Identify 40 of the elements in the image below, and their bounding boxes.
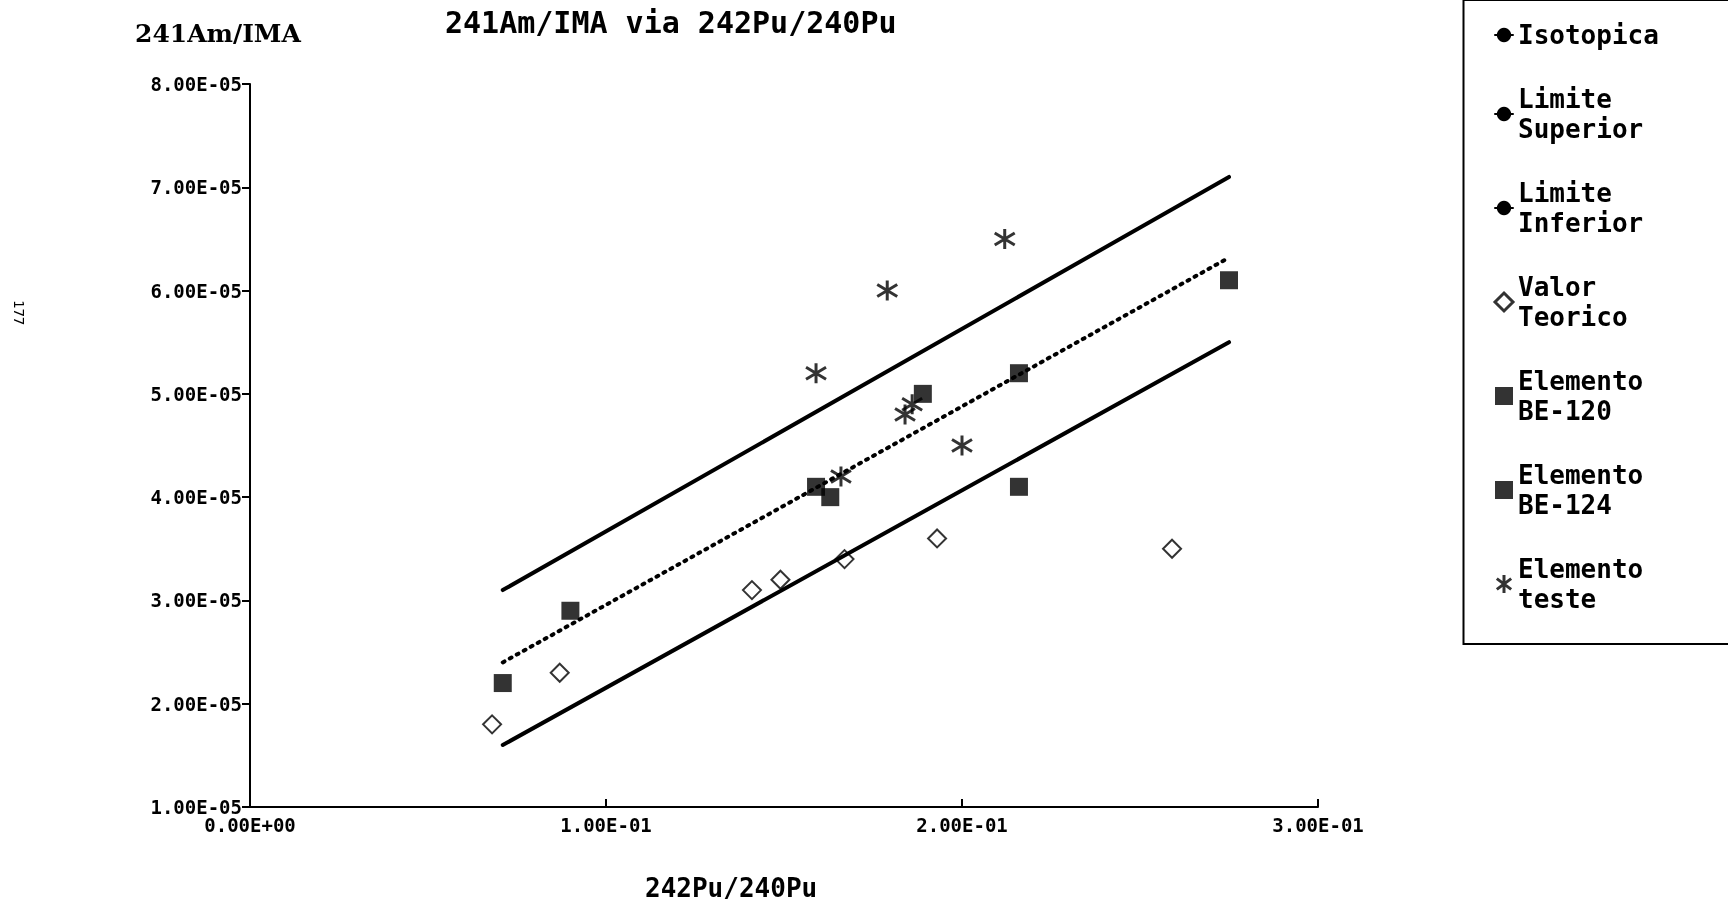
legend-label: Limite Inferior bbox=[1518, 178, 1644, 238]
point bbox=[927, 528, 948, 549]
point bbox=[1009, 477, 1028, 496]
y-tick-label: 2.00E-05 bbox=[150, 692, 242, 715]
point bbox=[549, 662, 570, 683]
y-tick-label: 4.00E-05 bbox=[150, 486, 242, 509]
point bbox=[741, 580, 762, 601]
chart-title: 241Am/IMA via 242Pu/240Pu bbox=[445, 4, 897, 40]
point bbox=[493, 674, 512, 693]
x-tick-label: 2.00E-01 bbox=[916, 813, 1008, 836]
point bbox=[950, 434, 974, 457]
point bbox=[993, 227, 1017, 251]
y-tick-label: 6.00E-05 bbox=[150, 279, 242, 302]
point bbox=[913, 384, 932, 403]
point bbox=[1220, 271, 1238, 290]
point bbox=[804, 361, 828, 385]
legend-label: Isotopica bbox=[1518, 20, 1659, 50]
y-axis-title: 241Am/IMA bbox=[135, 19, 302, 48]
legend-label: Valor Teorico bbox=[1518, 272, 1628, 332]
text: 177 bbox=[11, 300, 27, 326]
x-tick-label: 1.00E-01 bbox=[560, 813, 652, 836]
point bbox=[561, 601, 580, 620]
y-tick-label: 8.00E-05 bbox=[150, 73, 242, 95]
point bbox=[482, 714, 503, 735]
x-tick-label: 3.00E-01 bbox=[1272, 813, 1364, 836]
point bbox=[821, 488, 840, 507]
y-tick-label: 3.00E-05 bbox=[150, 589, 242, 612]
point bbox=[900, 392, 924, 416]
y-tick-label: 5.00E-05 bbox=[150, 382, 242, 405]
point bbox=[875, 279, 899, 303]
point bbox=[1162, 538, 1183, 559]
legend-label: Elemento BE-124 bbox=[1518, 460, 1659, 520]
point bbox=[770, 569, 791, 590]
y-tick-label: 7.00E-05 bbox=[150, 176, 242, 199]
legend-label: Limite Superior bbox=[1518, 84, 1644, 144]
point bbox=[829, 464, 853, 488]
point bbox=[893, 403, 917, 427]
x-axis-title: 242Pu/240Pu bbox=[645, 873, 818, 903]
legend-label: Elemento teste bbox=[1518, 554, 1659, 614]
legend-label: Elemento BE-120 bbox=[1518, 366, 1659, 426]
